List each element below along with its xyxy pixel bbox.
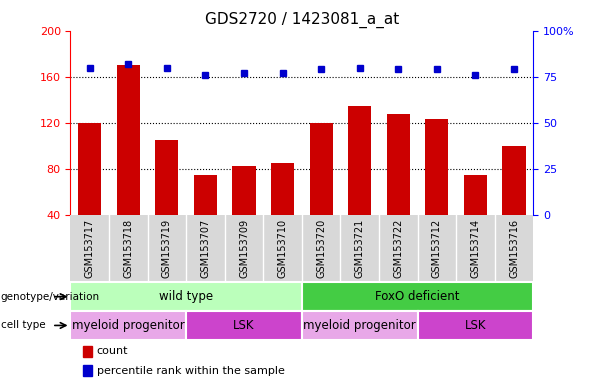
Text: GSM153712: GSM153712 [432,218,442,278]
Text: myeloid progenitor: myeloid progenitor [72,319,185,332]
Text: GSM153719: GSM153719 [162,218,172,278]
Bar [310,123,333,215]
Text: GSM153722: GSM153722 [394,218,403,278]
Text: LSK: LSK [234,319,255,332]
Bar [302,311,417,340]
Bar [186,311,302,340]
Text: GSM153721: GSM153721 [355,218,365,278]
Text: GSM153716: GSM153716 [509,218,519,278]
Text: percentile rank within the sample: percentile rank within the sample [97,366,284,376]
Bar [70,282,302,311]
Bar [155,140,178,215]
Bar [425,119,449,215]
Bar [194,175,217,215]
Text: GSM153720: GSM153720 [316,218,326,278]
Text: LSK: LSK [465,319,486,332]
Bar [417,311,533,340]
Text: cell type: cell type [1,320,45,331]
Text: count: count [97,346,128,356]
Bar [387,114,410,215]
Text: GSM153718: GSM153718 [123,218,134,278]
Text: wild type: wild type [159,290,213,303]
Text: GSM153710: GSM153710 [278,218,287,278]
Bar [348,106,371,215]
Text: GSM153717: GSM153717 [85,218,95,278]
Bar [464,175,487,215]
Bar [271,163,294,215]
Text: GSM153707: GSM153707 [200,218,210,278]
Text: genotype/variation: genotype/variation [1,291,100,302]
Bar [302,282,533,311]
Bar [503,146,525,215]
Bar [232,166,256,215]
Text: FoxO deficient: FoxO deficient [375,290,460,303]
Bar [70,311,186,340]
Bar [78,123,101,215]
Text: GSM153709: GSM153709 [239,218,249,278]
Text: GSM153714: GSM153714 [470,218,481,278]
Text: myeloid progenitor: myeloid progenitor [303,319,416,332]
Title: GDS2720 / 1423081_a_at: GDS2720 / 1423081_a_at [205,12,399,28]
Bar [116,65,140,215]
